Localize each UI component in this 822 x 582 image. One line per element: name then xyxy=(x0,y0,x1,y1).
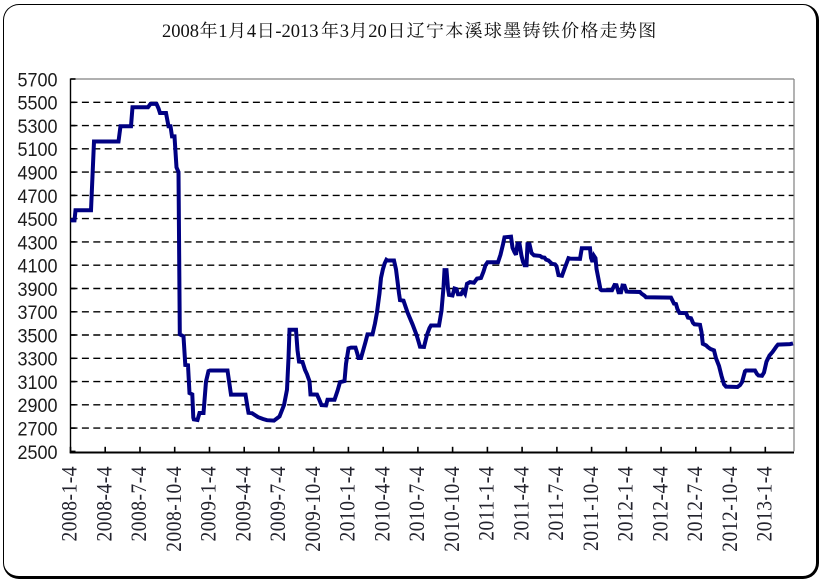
svg-text:2008: 2008 xyxy=(162,22,199,42)
svg-text:3500: 3500 xyxy=(17,326,57,348)
svg-text:2008-1-4: 2008-1-4 xyxy=(56,466,82,541)
svg-text:3: 3 xyxy=(340,22,349,42)
svg-text:2012-10-4: 2012-10-4 xyxy=(717,466,743,552)
svg-text:2012-1-4: 2012-1-4 xyxy=(612,466,638,541)
svg-text:4500: 4500 xyxy=(17,209,57,231)
svg-text:1: 1 xyxy=(218,22,227,42)
svg-text:3100: 3100 xyxy=(17,372,57,394)
svg-text:3300: 3300 xyxy=(17,349,57,371)
svg-text:2010-1-4: 2010-1-4 xyxy=(334,466,360,541)
svg-text:2009-7-4: 2009-7-4 xyxy=(265,466,291,541)
svg-text:2500: 2500 xyxy=(17,442,57,464)
svg-text:2009-4-4: 2009-4-4 xyxy=(230,466,256,541)
svg-text:5500: 5500 xyxy=(17,93,57,115)
svg-text:5700: 5700 xyxy=(17,70,57,92)
svg-text:2010-4-4: 2010-4-4 xyxy=(369,466,395,541)
svg-text:2012-7-4: 2012-7-4 xyxy=(682,466,708,541)
svg-text:4: 4 xyxy=(247,22,256,42)
svg-text:4100: 4100 xyxy=(17,256,57,278)
svg-text:2900: 2900 xyxy=(17,395,57,417)
svg-text:4900: 4900 xyxy=(17,163,57,185)
svg-text:4300: 4300 xyxy=(17,233,57,255)
svg-text:2010-7-4: 2010-7-4 xyxy=(404,466,430,541)
svg-text:20: 20 xyxy=(368,22,387,42)
svg-text:2011-4-4: 2011-4-4 xyxy=(508,466,534,541)
svg-text:3700: 3700 xyxy=(17,302,57,324)
svg-text:2013-1-4: 2013-1-4 xyxy=(751,466,777,541)
svg-text:2009-1-4: 2009-1-4 xyxy=(195,466,221,541)
svg-text:2011-10-4: 2011-10-4 xyxy=(578,466,604,551)
svg-text:2011-7-4: 2011-7-4 xyxy=(543,466,569,541)
svg-text:2008-4-4: 2008-4-4 xyxy=(91,466,117,541)
svg-text:4700: 4700 xyxy=(17,186,57,208)
svg-text:3900: 3900 xyxy=(17,279,57,301)
svg-text:2012-4-4: 2012-4-4 xyxy=(647,466,673,541)
svg-text:-2013: -2013 xyxy=(275,22,318,42)
svg-text:2009-10-4: 2009-10-4 xyxy=(300,466,326,552)
svg-text:2011-1-4: 2011-1-4 xyxy=(473,466,499,541)
svg-text:2700: 2700 xyxy=(17,419,57,441)
svg-text:2008-7-4: 2008-7-4 xyxy=(126,466,152,541)
svg-text:2010-10-4: 2010-10-4 xyxy=(439,466,465,552)
svg-text:5300: 5300 xyxy=(17,116,57,138)
svg-text:5100: 5100 xyxy=(17,139,57,161)
svg-text:2008-10-4: 2008-10-4 xyxy=(161,466,187,552)
